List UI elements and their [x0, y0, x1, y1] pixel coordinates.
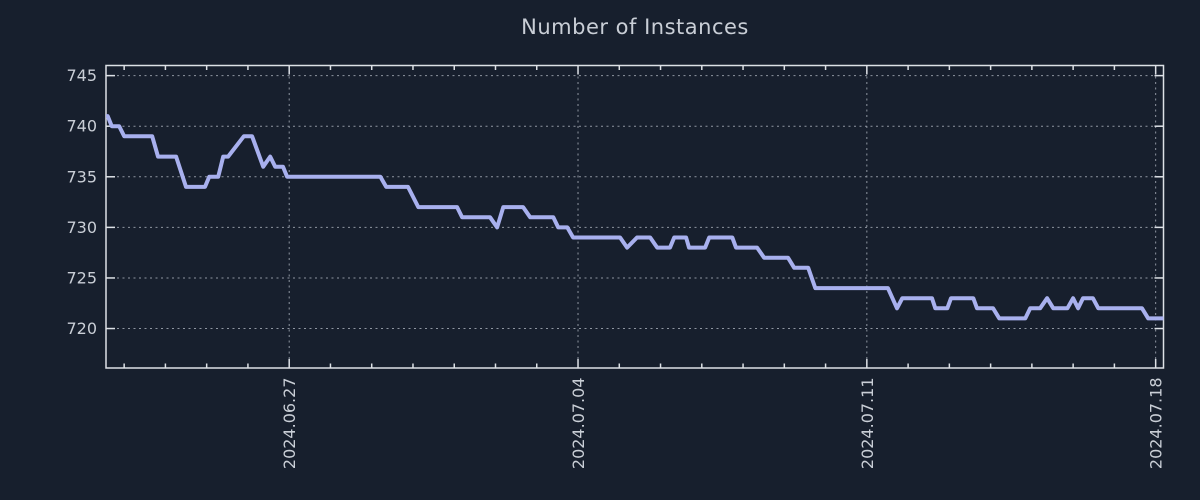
x-tick-label: 2024.06.27 [280, 378, 299, 470]
y-tick-label: 730 [66, 218, 97, 237]
plot-border [105, 64, 1165, 369]
y-tick-label: 725 [66, 268, 97, 287]
y-tick-label: 720 [66, 319, 97, 338]
x-tick-label: 2024.07.04 [569, 378, 588, 470]
y-tick-label: 745 [66, 66, 97, 85]
x-tick-label: 2024.07.18 [1147, 378, 1166, 470]
chart-title: Number of Instances [521, 15, 749, 39]
y-tick-label: 735 [66, 167, 97, 186]
series-line [105, 114, 1164, 321]
x-tick-label: 2024.07.11 [858, 378, 877, 470]
y-tick-label: 740 [66, 117, 97, 136]
